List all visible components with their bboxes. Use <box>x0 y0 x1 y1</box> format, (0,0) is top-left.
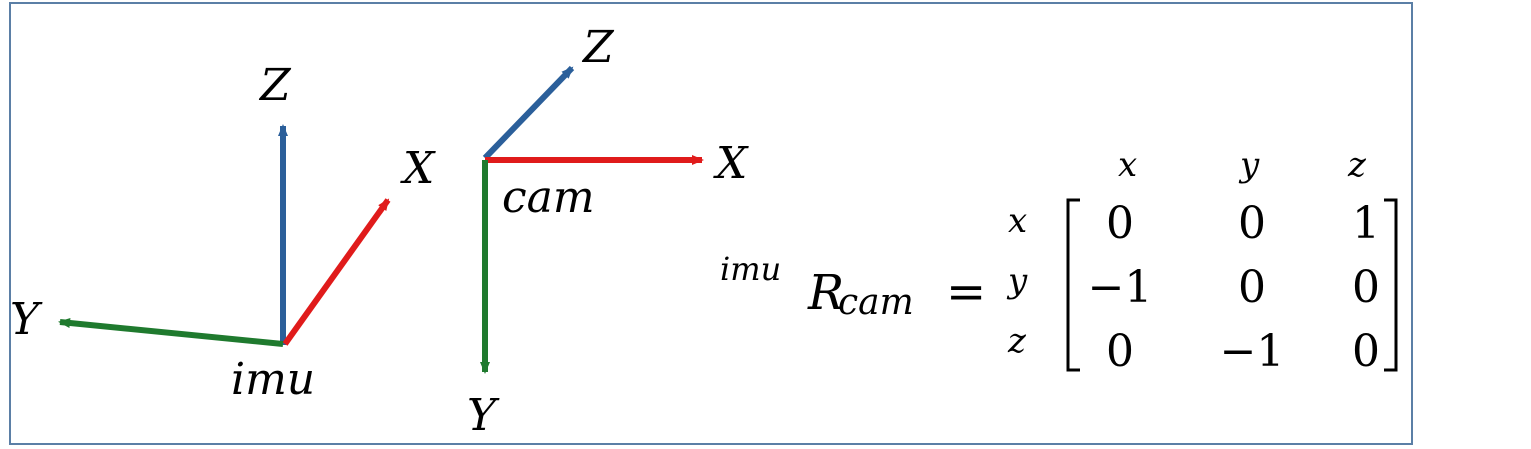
imu-origin-label: imu <box>231 354 315 405</box>
matrix-right-bracket <box>1384 198 1398 372</box>
imu-y-axis <box>58 318 284 347</box>
imu-x-label: X <box>400 143 436 194</box>
equation-subscript: cam <box>838 282 914 323</box>
cam-x-label: X <box>713 138 749 189</box>
imu-z-label: Z <box>258 60 292 111</box>
equation-superscript: imu <box>720 250 781 288</box>
row-label-z: z <box>1007 321 1027 361</box>
cam-z-label: Z <box>581 22 615 73</box>
matrix-cell: −1 <box>1088 262 1153 313</box>
diagram-border <box>9 2 1413 445</box>
col-label-y: y <box>1238 145 1260 185</box>
imu-y-label: Y <box>10 294 43 345</box>
matrix-left-bracket <box>1066 198 1080 372</box>
imu-x-axis <box>282 198 391 346</box>
equation-equals: = <box>946 264 986 320</box>
cam-frame: Z X Y cam <box>467 22 749 441</box>
cam-origin-label: cam <box>502 172 595 223</box>
equation-symbol: R <box>807 265 844 321</box>
cam-y-label: Y <box>467 390 500 441</box>
matrix-cell: −1 <box>1220 326 1285 377</box>
matrix-cell: 0 <box>1238 262 1266 313</box>
matrix-cell: 1 <box>1352 198 1380 249</box>
imu-frame: Z X Y imu <box>10 60 436 405</box>
matrix-cell: 0 <box>1106 326 1134 377</box>
col-label-x: x <box>1118 145 1137 185</box>
matrix-cell: 0 <box>1106 198 1134 249</box>
row-label-x: x <box>1008 201 1027 241</box>
cam-z-axis <box>482 65 575 161</box>
matrix-cell: 0 <box>1352 262 1380 313</box>
rotation-equation: imu R cam = x y z x y z 0 0 1 −1 0 0 0 −… <box>720 145 1398 377</box>
row-label-y: y <box>1006 261 1028 301</box>
matrix-cell: 0 <box>1352 326 1380 377</box>
matrix-cell: 0 <box>1238 198 1266 249</box>
col-label-z: z <box>1347 145 1367 185</box>
